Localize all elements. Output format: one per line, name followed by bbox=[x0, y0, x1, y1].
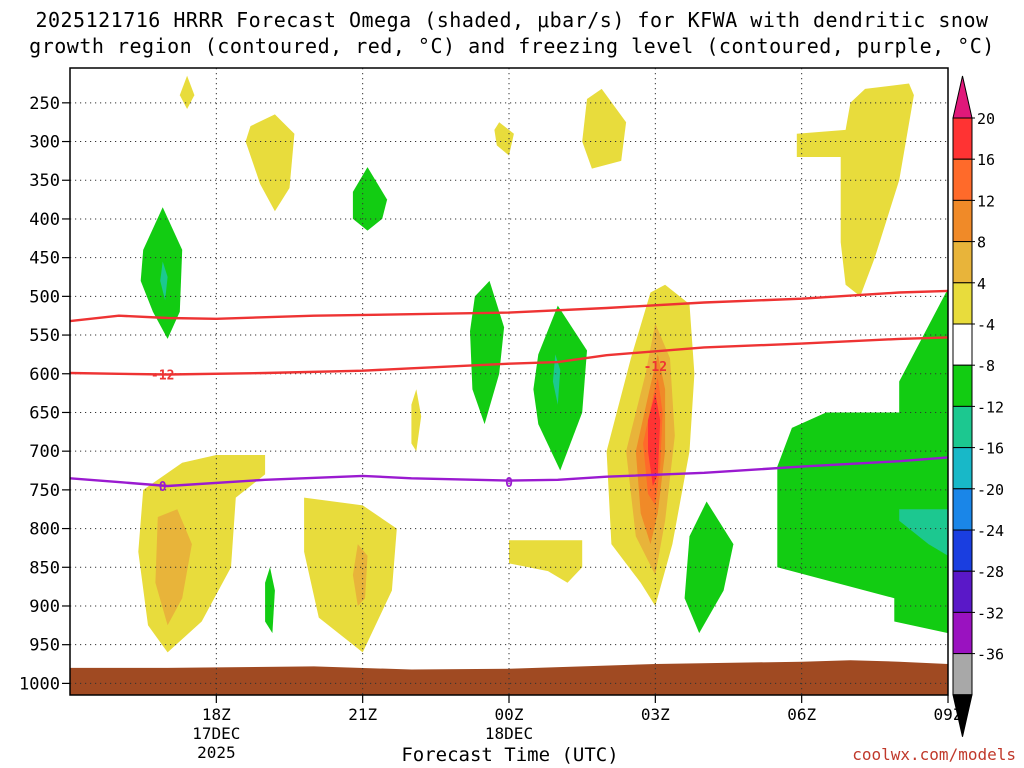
y-axis: 250 300 350 400 450 500 550 600 650 700 750 800 850 9… bbox=[19, 94, 70, 694]
colorbar-label--36: -36 bbox=[977, 646, 1004, 664]
colorbar-label-8: 8 bbox=[977, 234, 986, 252]
y-tick-label-350: 350 bbox=[29, 171, 60, 191]
chart-title-line1: 2025121716 HRRR Forecast Omega (shaded, … bbox=[35, 8, 989, 32]
terrain-layer bbox=[70, 660, 948, 695]
colorbar-swatch-2 bbox=[952, 199, 973, 243]
shade-ascent-02z-upper bbox=[582, 88, 627, 169]
x-tick-label-30-0: 06Z bbox=[787, 705, 816, 724]
contour-label-freezing-level-1: 0 bbox=[505, 476, 513, 491]
shade-descent-2245 bbox=[470, 280, 505, 425]
y-tick-label-900: 900 bbox=[29, 597, 60, 617]
shade-ascent-22z-thin bbox=[411, 389, 422, 452]
colorbar-swatch-10 bbox=[952, 529, 973, 572]
x-tick-label-18-1: 17DEC bbox=[192, 724, 240, 743]
y-tick-label-1000: 1000 bbox=[19, 674, 60, 694]
shade-descent-21z bbox=[352, 167, 388, 231]
x-tick-label-24-0: 00Z bbox=[495, 705, 524, 724]
y-tick-label-450: 450 bbox=[29, 249, 60, 269]
shade-descent-09z bbox=[777, 288, 948, 634]
shade-descent-17z-core bbox=[160, 261, 168, 301]
colorbar-swatch-6 bbox=[952, 364, 973, 407]
y-tick-label-300: 300 bbox=[29, 133, 60, 153]
y-tick-label-800: 800 bbox=[29, 520, 60, 540]
shade-ascent-22z-upper bbox=[179, 75, 195, 109]
colorbar-label--20: -20 bbox=[977, 481, 1004, 499]
colorbar-swatch-7 bbox=[952, 405, 973, 449]
y-tick-label-950: 950 bbox=[29, 636, 60, 656]
colorbar-bottom-arrow bbox=[952, 694, 973, 737]
shade-ascent-01z-low bbox=[509, 540, 583, 583]
y-tick-label-600: 600 bbox=[29, 365, 60, 385]
shade-descent-09z-core bbox=[899, 509, 948, 556]
colorbar-label--28: -28 bbox=[977, 563, 1004, 581]
colorbar: 20 16 12 8 4 -4 -8 -12 -16 -20 -24 -28 -32 -36 bbox=[952, 75, 1004, 737]
colorbar-label-16: 16 bbox=[977, 151, 995, 169]
y-tick-label-550: 550 bbox=[29, 326, 60, 346]
y-tick-label-700: 700 bbox=[29, 442, 60, 462]
colorbar-label--4: -4 bbox=[977, 316, 995, 334]
x-tick-label-21-0: 21Z bbox=[348, 705, 377, 724]
colorbar-swatch-0 bbox=[952, 117, 973, 160]
shade-descent-0330 bbox=[684, 501, 734, 634]
colorbar-label--8: -8 bbox=[977, 357, 995, 375]
y-tick-label-650: 650 bbox=[29, 403, 60, 423]
colorbar-label--16: -16 bbox=[977, 440, 1004, 458]
colorbar-swatch-13 bbox=[952, 653, 973, 696]
credit-link[interactable]: coolwx.com/models bbox=[852, 745, 1016, 764]
x-tick-label-33-0: 09Z bbox=[934, 705, 963, 724]
shade-ascent-18z-low-core bbox=[155, 509, 192, 626]
colorbar-swatch-11 bbox=[952, 570, 973, 613]
colorbar-swatch-12 bbox=[952, 611, 973, 655]
colorbar-swatch-3 bbox=[952, 241, 973, 284]
y-tick-label-500: 500 bbox=[29, 287, 60, 307]
shade-ascent-21z-low-core bbox=[352, 544, 368, 606]
x-tick-label-18-0: 18Z bbox=[202, 705, 231, 724]
ground-below-surface bbox=[70, 660, 948, 695]
shaded-regions bbox=[138, 75, 948, 653]
x-axis-title: Forecast Time (UTC) bbox=[401, 744, 619, 766]
colorbar-label-20: 20 bbox=[977, 110, 995, 128]
colorbar-label-4: 4 bbox=[977, 275, 986, 293]
shade-descent-1830 bbox=[265, 567, 275, 634]
y-tick-label-250: 250 bbox=[29, 94, 60, 114]
colorbar-swatch-8 bbox=[952, 447, 973, 490]
shade-descent-01z bbox=[533, 305, 587, 471]
x-tick-label-24-1: 18DEC bbox=[485, 724, 533, 743]
contour-label-dgz-bottom-1: -12 bbox=[644, 360, 667, 375]
colorbar-top-arrow bbox=[952, 75, 973, 119]
chart-title-line2: growth region (contoured, red, °C) and f… bbox=[29, 34, 995, 58]
contour-dgz-bottom bbox=[70, 336, 948, 376]
colorbar-swatch-5 bbox=[952, 323, 973, 366]
contour-dgz-top bbox=[70, 289, 948, 323]
colorbar-swatch-9 bbox=[952, 488, 973, 531]
y-tick-label-850: 850 bbox=[29, 558, 60, 578]
colorbar-label--32: -32 bbox=[977, 604, 1004, 622]
shade-ascent-2330 bbox=[494, 122, 514, 156]
y-tick-label-400: 400 bbox=[29, 210, 60, 230]
y-tick-label-750: 750 bbox=[29, 481, 60, 501]
colorbar-swatch-1 bbox=[952, 158, 973, 201]
shade-ascent-21z-low bbox=[304, 497, 397, 653]
contour-lines: -12 -12 0 0 bbox=[70, 289, 948, 495]
shade-descent-01z-core bbox=[552, 354, 561, 405]
colorbar-label--12: -12 bbox=[977, 398, 1004, 416]
colorbar-label--24: -24 bbox=[977, 522, 1004, 540]
shade-ascent-19z bbox=[245, 114, 295, 212]
colorbar-swatch-4 bbox=[952, 282, 973, 325]
shade-ascent-03z-c22 bbox=[648, 393, 661, 486]
x-tick-label-18-2: 2025 bbox=[197, 743, 236, 762]
contour-label-freezing-level-0: 0 bbox=[159, 480, 167, 495]
x-tick-label-27-0: 03Z bbox=[641, 705, 670, 724]
colorbar-label-12: 12 bbox=[977, 192, 995, 210]
contour-freezing-level bbox=[70, 456, 948, 488]
contour-label-dgz-bottom-0: -12 bbox=[151, 369, 174, 384]
shade-ascent-08z bbox=[796, 83, 914, 297]
